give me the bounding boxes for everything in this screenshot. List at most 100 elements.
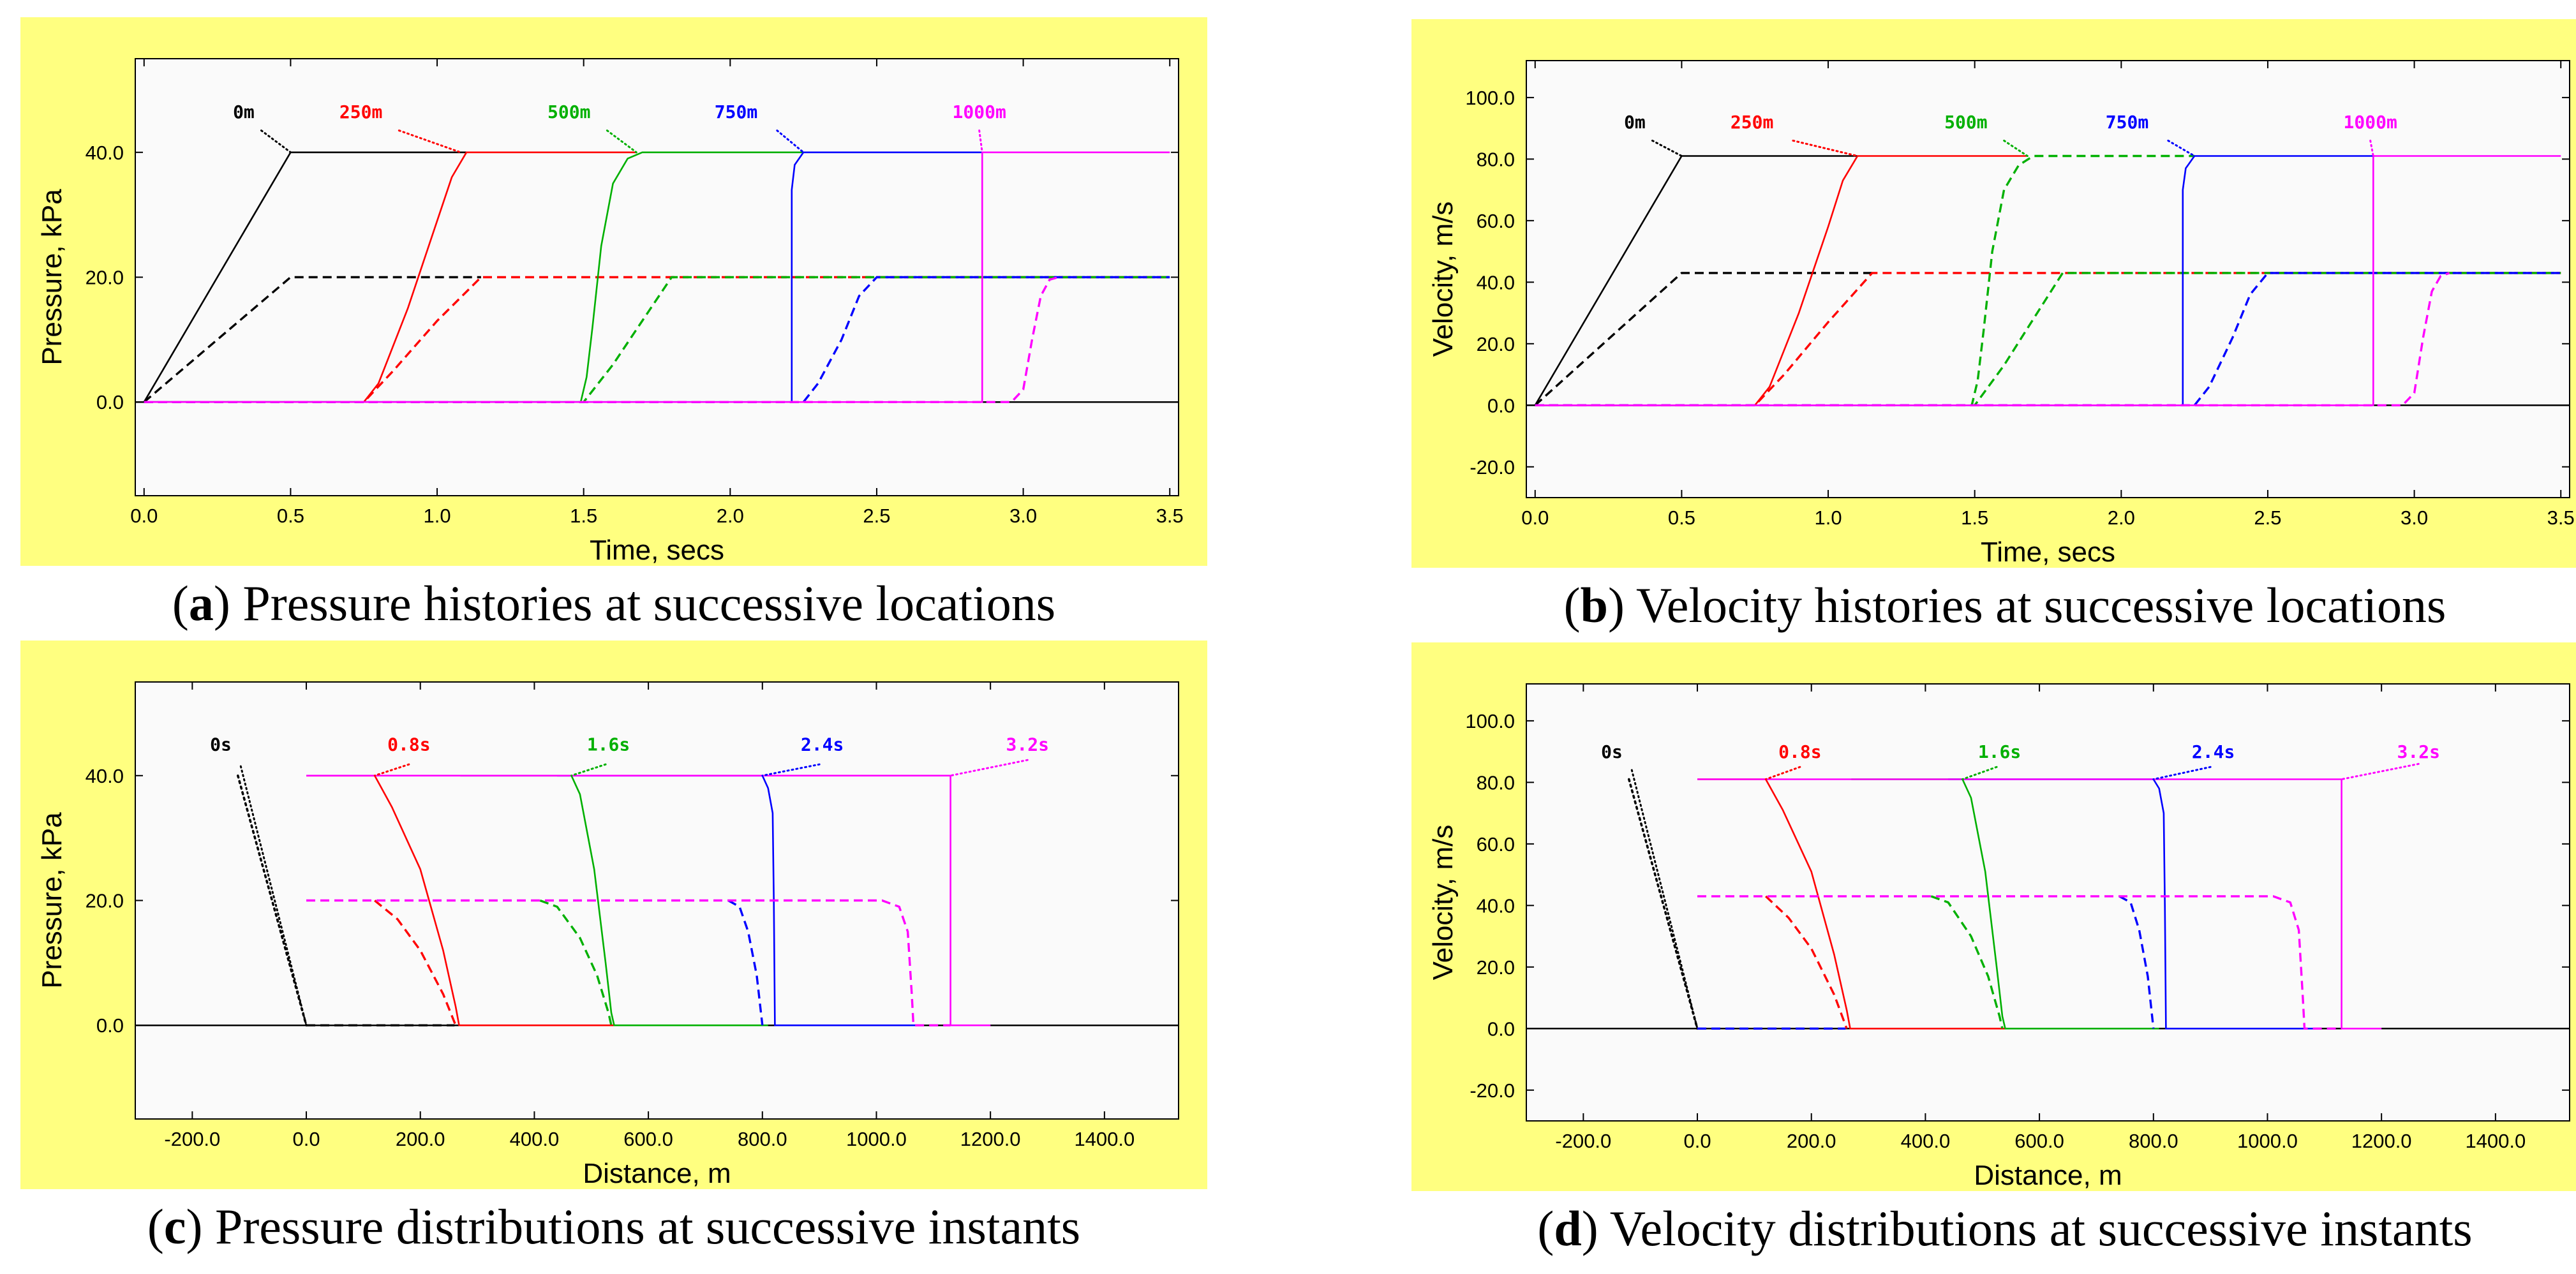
caption-a-text: Pressure histories at successive locatio… [230, 575, 1056, 631]
x-axis-title-c: Distance, m [583, 1158, 731, 1189]
curve-label-d-0: 0s [1601, 741, 1623, 762]
label-leader-c-2 [570, 763, 607, 777]
caption-d: (d) Velocity distributions at successive… [1537, 1201, 2473, 1256]
x-tick-label-c-6: 1000.0 [846, 1128, 907, 1150]
y-axis-title-a: Pressure, kPa [36, 189, 68, 366]
caption-c-letter: c [163, 1199, 186, 1254]
curve-label-d-2: 1.6s [1978, 741, 2021, 762]
x-tick-label-b-0: 0.0 [1521, 507, 1549, 529]
x-tick-label-a-0: 0.0 [130, 505, 158, 527]
x-tick-label-d-3: 400.0 [1901, 1130, 1951, 1152]
x-tick-label-c-5: 800.0 [738, 1128, 787, 1150]
x-axis-title-d: Distance, m [1974, 1160, 2122, 1191]
series-c-1.6s-dash [539, 899, 613, 1026]
curve-label-a-1: 250m [339, 101, 382, 122]
curve-label-c-4: 3.2s [1006, 734, 1049, 755]
label-leader-a-4 [978, 130, 983, 154]
x-axis-title-a: Time, secs [590, 535, 724, 566]
x-tick-label-b-4: 2.0 [2108, 507, 2135, 529]
x-tick-label-b-7: 3.5 [2547, 507, 2575, 529]
label-leader-a-2 [606, 130, 637, 154]
series-c-3.2s [306, 774, 991, 1026]
x-tick-label-c-3: 400.0 [510, 1128, 560, 1150]
x-tick-label-d-0: -200.0 [1555, 1130, 1611, 1152]
label-leader-c-0 [239, 765, 308, 1026]
x-tick-label-b-2: 1.0 [1814, 507, 1842, 529]
series-b-250m [1535, 155, 2028, 406]
x-tick-label-c-0: -200.0 [164, 1128, 220, 1150]
y-tick-label-a-2: 40.0 [86, 142, 124, 164]
label-leader-c-4 [949, 759, 1029, 777]
series-d-3.2s-dash [1697, 895, 2342, 1030]
curve-label-a-2: 500m [547, 101, 590, 122]
y-tick-label-b-1: 0.0 [1487, 394, 1515, 417]
y-tick-label-c-2: 40.0 [86, 765, 124, 787]
caption-b-text: Velocity histories at successive locatio… [1624, 577, 2446, 633]
y-axis-title-b: Velocity, m/s [1427, 202, 1459, 357]
caption-b: (b) Velocity histories at successive loc… [1563, 577, 2446, 633]
chart-d: -200.0 0.0 200.0 400.0 600.0 800.0 1000.0 1200.… [1411, 642, 2576, 1191]
x-tick-label-b-6: 3.0 [2401, 507, 2428, 529]
y-tick-label-a-1: 20.0 [86, 267, 124, 289]
curve-label-c-3: 2.4s [801, 734, 844, 755]
label-leader-a-0 [260, 130, 292, 154]
series-a-250m [144, 151, 637, 403]
x-tick-label-d-7: 1200.0 [2351, 1130, 2412, 1152]
series-a-1000m-dash [144, 276, 1059, 403]
curve-label-a-3: 750m [715, 101, 757, 122]
series-d-2.4s-dash [2118, 895, 2155, 1029]
x-tick-label-d-4: 600.0 [2014, 1130, 2064, 1152]
y-tick-label-b-0: -20.0 [1470, 456, 1515, 478]
series-c-0s [237, 774, 308, 1026]
series-c-1.6s [460, 774, 768, 1026]
curve-label-d-3: 2.4s [2192, 741, 2235, 762]
curve-label-d-1: 0.8s [1778, 741, 1821, 762]
series-d-3.2s [1697, 778, 2382, 1030]
caption-b-letter: b [1580, 577, 1608, 633]
x-tick-label-d-5: 800.0 [2129, 1130, 2178, 1152]
series-c-2.4s-dash [727, 900, 764, 1026]
x-tick-label-a-4: 2.0 [717, 505, 744, 527]
x-tick-label-d-8: 1400.0 [2465, 1130, 2526, 1152]
curve-label-b-0: 0m [1624, 112, 1646, 133]
curve-label-b-3: 750m [2106, 112, 2148, 133]
series-a-750m-dash [144, 276, 1170, 403]
series-d-0.8s-dash [1765, 895, 1848, 1029]
label-leader-a-3 [776, 130, 805, 154]
x-tick-label-b-1: 0.5 [1668, 507, 1695, 529]
y-tick-label-b-2: 20.0 [1477, 333, 1515, 355]
x-tick-label-a-6: 3.0 [1009, 505, 1037, 527]
x-tick-label-a-2: 1.0 [423, 505, 450, 527]
y-tick-label-d-0: -20.0 [1470, 1079, 1515, 1102]
x-tick-label-a-5: 2.5 [863, 505, 890, 527]
curve-label-c-1: 0.8s [387, 734, 430, 755]
x-tick-label-d-1: 0.0 [1683, 1130, 1711, 1152]
label-leader-d-2 [1961, 766, 1998, 781]
x-tick-label-c-1: 0.0 [292, 1128, 320, 1150]
x-tick-label-d-2: 200.0 [1787, 1130, 1836, 1152]
y-tick-label-d-5: 80.0 [1477, 771, 1515, 794]
y-tick-label-b-4: 60.0 [1477, 210, 1515, 232]
x-tick-label-a-7: 3.5 [1156, 505, 1184, 527]
x-tick-label-b-5: 2.5 [2254, 507, 2281, 529]
y-axis-title-c: Pressure, kPa [36, 812, 68, 989]
series-a-1000m [144, 151, 1170, 403]
caption-a-letter: a [188, 575, 214, 631]
y-tick-label-c-1: 20.0 [86, 890, 124, 912]
y-tick-label-d-2: 20.0 [1477, 956, 1515, 979]
caption-d-letter: d [1554, 1201, 1582, 1256]
label-leader-b-0 [1651, 139, 1683, 158]
panel-d: -200.0 0.0 200.0 400.0 600.0 800.0 1000.0 1200.… [1411, 642, 2576, 1257]
x-tick-label-c-7: 1200.0 [960, 1128, 1021, 1150]
x-tick-label-c-4: 600.0 [623, 1128, 673, 1150]
label-leader-d-4 [2341, 762, 2420, 781]
curve-label-a-4: 1000m [953, 101, 1006, 122]
plot-area-b [1526, 60, 2570, 498]
series-b-500m [1535, 154, 2195, 406]
series-b-0m-dash [1534, 272, 1872, 406]
y-axis-title-d: Velocity, m/s [1427, 825, 1459, 981]
plot-area-d [1526, 683, 2570, 1122]
y-tick-label-b-6: 100.0 [1465, 87, 1515, 109]
label-leader-d-0 [1630, 769, 1699, 1030]
series-a-0m-dash [143, 276, 481, 403]
